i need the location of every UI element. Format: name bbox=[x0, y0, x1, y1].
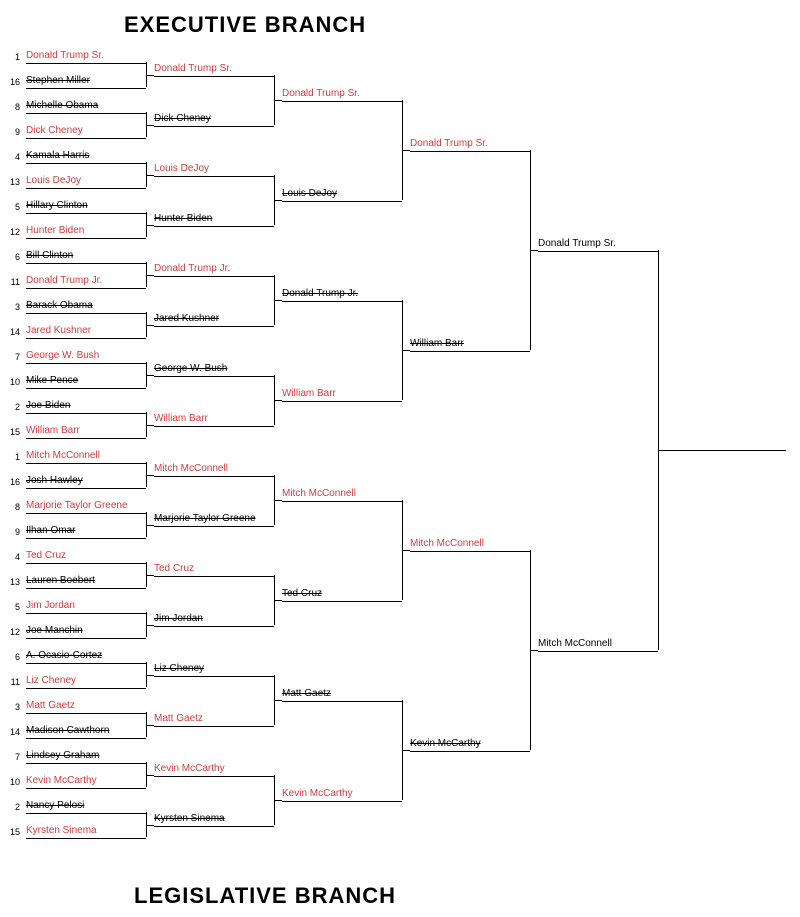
round1-entry: Marjorie Taylor Greene bbox=[26, 500, 146, 514]
seed: 9 bbox=[6, 527, 20, 537]
seed: 5 bbox=[6, 202, 20, 212]
round3-entry: Louis DeJoy bbox=[282, 188, 402, 202]
round5-entry: Mitch McConnell bbox=[538, 638, 658, 652]
round1-entry: Lauren Boebert bbox=[26, 575, 146, 589]
seed: 12 bbox=[6, 227, 20, 237]
round2-entry: Marjorie Taylor Greene bbox=[154, 513, 274, 527]
seed: 3 bbox=[6, 702, 20, 712]
round1-entry: Michelle Obama bbox=[26, 100, 146, 114]
round4-entry: Donald Trump Sr. bbox=[410, 138, 530, 152]
round1-entry: Stephen Miller bbox=[26, 75, 146, 89]
seed: 14 bbox=[6, 327, 20, 337]
seed: 12 bbox=[6, 627, 20, 637]
round2-entry: Donald Trump Jr. bbox=[154, 263, 274, 277]
round2-entry: Mitch McConnell bbox=[154, 463, 274, 477]
seed: 13 bbox=[6, 177, 20, 187]
round1-entry: Barack Obama bbox=[26, 300, 146, 314]
round1-entry: George W. Bush bbox=[26, 350, 146, 364]
seed: 2 bbox=[6, 402, 20, 412]
seed: 11 bbox=[6, 677, 20, 687]
round2-entry: Matt Gaetz bbox=[154, 713, 274, 727]
round1-entry: Kyrsten Sinema bbox=[26, 825, 146, 839]
round2-entry: Jim Jordan bbox=[154, 613, 274, 627]
round3-entry: Matt Gaetz bbox=[282, 688, 402, 702]
round1-entry: Ted Cruz bbox=[26, 550, 146, 564]
round4-entry: Kevin McCarthy bbox=[410, 738, 530, 752]
round2-entry: George W. Bush bbox=[154, 363, 274, 377]
seed: 15 bbox=[6, 827, 20, 837]
seed: 14 bbox=[6, 727, 20, 737]
round3-entry: Ted Cruz bbox=[282, 588, 402, 602]
seed: 11 bbox=[6, 277, 20, 287]
round1-entry: Kevin McCarthy bbox=[26, 775, 146, 789]
round2-entry: Jared Kushner bbox=[154, 313, 274, 327]
round1-entry: Jim Jordan bbox=[26, 600, 146, 614]
seed: 4 bbox=[6, 152, 20, 162]
round4-entry: Mitch McConnell bbox=[410, 538, 530, 552]
seed: 16 bbox=[6, 77, 20, 87]
round1-entry: Hillary Clinton bbox=[26, 200, 146, 214]
round1-entry: Lindsey Graham bbox=[26, 750, 146, 764]
seed: 6 bbox=[6, 252, 20, 262]
round2-entry: Kyrsten Sinema bbox=[154, 813, 274, 827]
seed: 5 bbox=[6, 602, 20, 612]
round1-entry: A. Ocasio-Cortez bbox=[26, 650, 146, 664]
seed: 7 bbox=[6, 352, 20, 362]
seed: 10 bbox=[6, 377, 20, 387]
round1-entry: Madison Cawthorn bbox=[26, 725, 146, 739]
round1-entry: Ilhan Omar bbox=[26, 525, 146, 539]
seed: 3 bbox=[6, 302, 20, 312]
round2-entry: Louis DeJoy bbox=[154, 163, 274, 177]
round2-entry: Kevin McCarthy bbox=[154, 763, 274, 777]
seed: 15 bbox=[6, 427, 20, 437]
round2-entry: Dick Cheney bbox=[154, 113, 274, 127]
seed: 1 bbox=[6, 452, 20, 462]
round1-entry: Dick Cheney bbox=[26, 125, 146, 139]
seed: 7 bbox=[6, 752, 20, 762]
round1-entry: Louis DeJoy bbox=[26, 175, 146, 189]
round1-entry: Liz Cheney bbox=[26, 675, 146, 689]
title-executive: EXECUTIVE BRANCH bbox=[4, 12, 796, 38]
round2-entry: Donald Trump Sr. bbox=[154, 63, 274, 77]
round3-entry: Mitch McConnell bbox=[282, 488, 402, 502]
round1-entry: Donald Trump Sr. bbox=[26, 50, 146, 64]
round1-entry: Mike Pence bbox=[26, 375, 146, 389]
seed: 2 bbox=[6, 802, 20, 812]
round1-entry: Hunter Biden bbox=[26, 225, 146, 239]
seed: 1 bbox=[6, 52, 20, 62]
round1-entry: Joe Manchin bbox=[26, 625, 146, 639]
round1-entry: Joe Biden bbox=[26, 400, 146, 414]
round3-entry: Kevin McCarthy bbox=[282, 788, 402, 802]
round1-entry: Jared Kushner bbox=[26, 325, 146, 339]
round3-entry: Donald Trump Sr. bbox=[282, 88, 402, 102]
round5-entry: Donald Trump Sr. bbox=[538, 238, 658, 252]
round1-entry: William Barr bbox=[26, 425, 146, 439]
seed: 13 bbox=[6, 577, 20, 587]
bracket-diagram: 1Donald Trump Sr.16Stephen Miller8Michel… bbox=[4, 48, 800, 873]
seed: 10 bbox=[6, 777, 20, 787]
seed: 9 bbox=[6, 127, 20, 137]
round2-entry: Liz Cheney bbox=[154, 663, 274, 677]
round1-entry: Nancy Pelosi bbox=[26, 800, 146, 814]
seed: 8 bbox=[6, 502, 20, 512]
seed: 8 bbox=[6, 102, 20, 112]
round2-entry: Ted Cruz bbox=[154, 563, 274, 577]
round3-entry: Donald Trump Jr. bbox=[282, 288, 402, 302]
round3-entry: William Barr bbox=[282, 388, 402, 402]
round1-entry: Donald Trump Jr. bbox=[26, 275, 146, 289]
seed: 6 bbox=[6, 652, 20, 662]
seed: 4 bbox=[6, 552, 20, 562]
round1-entry: Josh Hawley bbox=[26, 475, 146, 489]
round1-entry: Mitch McConnell bbox=[26, 450, 146, 464]
round2-entry: Hunter Biden bbox=[154, 213, 274, 227]
round1-entry: Matt Gaetz bbox=[26, 700, 146, 714]
round1-entry: Bill Clinton bbox=[26, 250, 146, 264]
title-legislative: LEGISLATIVE BRANCH bbox=[4, 883, 796, 909]
round4-entry: William Barr bbox=[410, 338, 530, 352]
round2-entry: William Barr bbox=[154, 413, 274, 427]
seed: 16 bbox=[6, 477, 20, 487]
round1-entry: Kamala Harris bbox=[26, 150, 146, 164]
